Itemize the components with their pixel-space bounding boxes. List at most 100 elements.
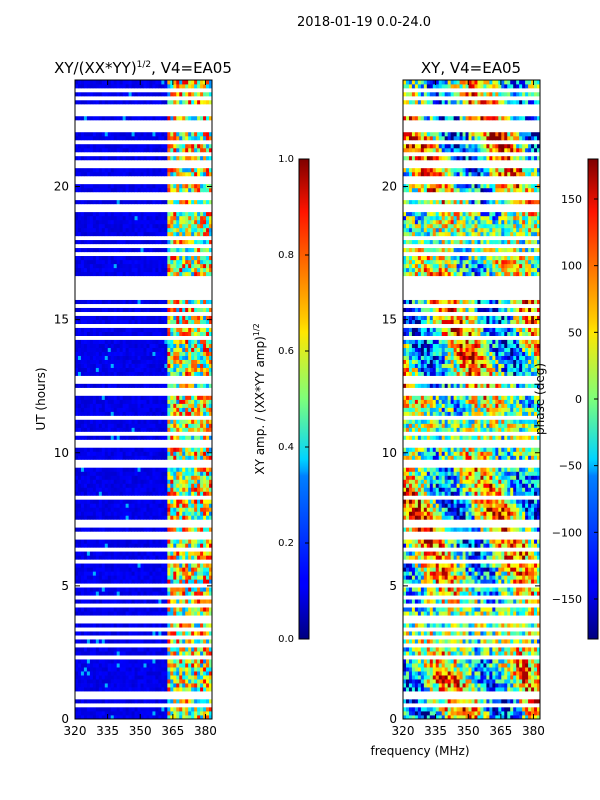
heat-cell	[98, 115, 103, 121]
heat-cell	[140, 359, 144, 364]
heat-cell	[101, 667, 106, 672]
heat-cell	[107, 499, 112, 504]
heat-cell	[107, 187, 112, 193]
heat-cell	[209, 671, 212, 676]
heat-cell	[107, 319, 112, 325]
heat-cell	[209, 679, 212, 684]
heat-cell	[113, 667, 118, 672]
heat-cell	[143, 671, 147, 676]
heat-cell	[492, 687, 496, 692]
heat-cell	[89, 663, 94, 668]
heat-cell	[89, 707, 94, 712]
heat-cell	[173, 227, 177, 233]
heat-cell	[128, 343, 132, 348]
heat-cell	[182, 671, 186, 676]
heat-cell	[161, 515, 165, 520]
heat-cell	[80, 667, 85, 672]
heat-cell	[176, 579, 180, 584]
heat-cell	[194, 115, 198, 121]
heat-cell	[125, 155, 130, 161]
heat-cell	[194, 383, 198, 388]
heat-cell	[188, 331, 192, 336]
heat-cell	[152, 319, 156, 325]
heat-cell	[203, 399, 207, 404]
heat-cell	[194, 411, 198, 416]
heat-cell	[122, 343, 127, 348]
heat-cell	[119, 131, 124, 137]
heat-cell	[119, 563, 124, 568]
heat-cell	[143, 687, 147, 692]
heat-cell	[75, 411, 79, 416]
heat-cell	[170, 227, 174, 233]
heat-cell	[167, 131, 171, 137]
heat-cell	[167, 563, 171, 568]
heat-cell	[83, 371, 88, 376]
heat-cell	[113, 403, 118, 408]
heat-cell	[185, 715, 189, 719]
heat-cell	[459, 711, 463, 716]
heat-cell	[146, 359, 150, 364]
heat-cell	[101, 351, 106, 356]
heat-cell	[95, 155, 100, 161]
heat-cell	[116, 715, 121, 719]
heat-cell	[411, 711, 416, 716]
heat-cell	[95, 555, 100, 560]
heat-cell	[98, 227, 103, 233]
heat-cell	[75, 467, 79, 472]
heat-cell	[110, 483, 115, 488]
flagged-row	[75, 619, 212, 624]
heat-cell	[155, 715, 159, 719]
heat-cell	[95, 211, 100, 217]
heat-cell	[170, 359, 174, 364]
heat-cell	[206, 515, 210, 520]
heat-cell	[182, 503, 186, 508]
heat-cell	[107, 699, 112, 704]
heat-cell	[122, 419, 127, 424]
heat-cell	[131, 631, 135, 636]
heat-cell	[89, 399, 94, 404]
heat-cell	[86, 223, 91, 229]
heat-cell	[92, 475, 97, 480]
heat-cell	[146, 339, 150, 344]
heat-cell	[209, 631, 212, 636]
heat-cell	[89, 135, 94, 141]
heat-cell	[200, 639, 204, 644]
heat-cell	[80, 147, 85, 153]
heat-cell	[107, 659, 112, 664]
heat-cell	[173, 359, 177, 364]
heat-cell	[104, 563, 109, 568]
heat-cell	[167, 607, 171, 612]
heat-cell	[164, 239, 168, 245]
heat-cell	[152, 499, 156, 504]
heat-cell	[119, 571, 124, 576]
heat-cell	[194, 227, 198, 233]
heat-cell	[134, 699, 138, 704]
heat-cell	[197, 363, 201, 368]
heat-cell	[80, 215, 85, 221]
heat-cell	[191, 131, 195, 137]
heat-cell	[146, 543, 150, 548]
heat-cell	[182, 651, 186, 656]
heat-cell	[75, 623, 79, 628]
heat-cell	[197, 355, 201, 360]
heat-cell	[140, 447, 144, 452]
heat-cell	[131, 183, 135, 189]
heat-cell	[209, 315, 212, 321]
heat-cell	[119, 667, 124, 672]
heat-cell	[170, 551, 174, 556]
heat-cell	[164, 479, 168, 484]
heat-cell	[113, 199, 118, 205]
heat-cell	[104, 483, 109, 488]
heat-cell	[98, 503, 103, 508]
heat-cell	[128, 115, 132, 121]
heat-cell	[170, 483, 174, 488]
heat-cell	[95, 83, 100, 89]
heat-cell	[83, 507, 88, 512]
heat-cell	[143, 427, 147, 432]
heat-cell	[158, 503, 162, 508]
heat-cell	[116, 471, 121, 476]
heat-cell	[188, 187, 192, 193]
heat-cell	[161, 239, 165, 245]
heat-cell	[137, 707, 141, 712]
heat-cell	[206, 367, 210, 372]
